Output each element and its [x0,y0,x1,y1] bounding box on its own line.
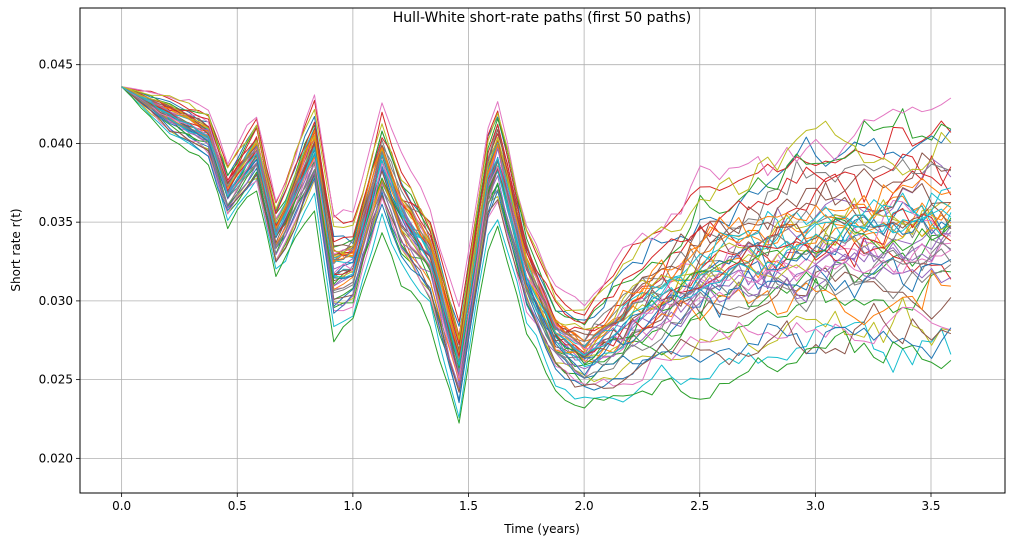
rate-path-34 [121,86,952,337]
path-series-group [121,86,952,424]
y-axis-ticks: 0.020 0.025 0.030 0.035 0.040 0.045 [39,58,80,465]
rate-path-33 [121,86,952,424]
x-tick-label: 0.0 [112,499,131,513]
x-tick-label: 2.0 [575,499,594,513]
y-tick-label: 0.035 [39,215,73,229]
chart-title: Hull-White short-rate paths (first 50 pa… [393,10,691,26]
grid [80,8,1005,493]
plot-area-frame [79,7,1006,494]
x-tick-label: 3.5 [921,499,940,513]
rate-path-38 [121,86,952,379]
x-tick-label: 3.0 [806,499,825,513]
x-axis-label: Time (years) [503,522,580,536]
rate-path-14 [121,86,952,323]
y-tick-label: 0.045 [39,58,73,72]
x-axis-ticks: 0.0 0.5 1.0 1.5 2.0 2.5 3.0 3.5 [112,493,941,513]
rate-path-49 [121,86,952,340]
x-tick-label: 2.5 [690,499,709,513]
x-tick-label: 1.5 [459,499,478,513]
y-axis-label: Short rate r(t) [9,208,23,291]
rate-path-48 [121,86,952,364]
rate-path-37 [121,86,952,308]
y-tick-label: 0.040 [39,136,73,150]
x-tick-label: 0.5 [228,499,247,513]
y-tick-label: 0.020 [39,451,73,465]
x-tick-label: 1.0 [343,499,362,513]
y-tick-label: 0.025 [39,373,73,387]
rate-path-50 [121,86,952,367]
y-tick-label: 0.030 [39,294,73,308]
